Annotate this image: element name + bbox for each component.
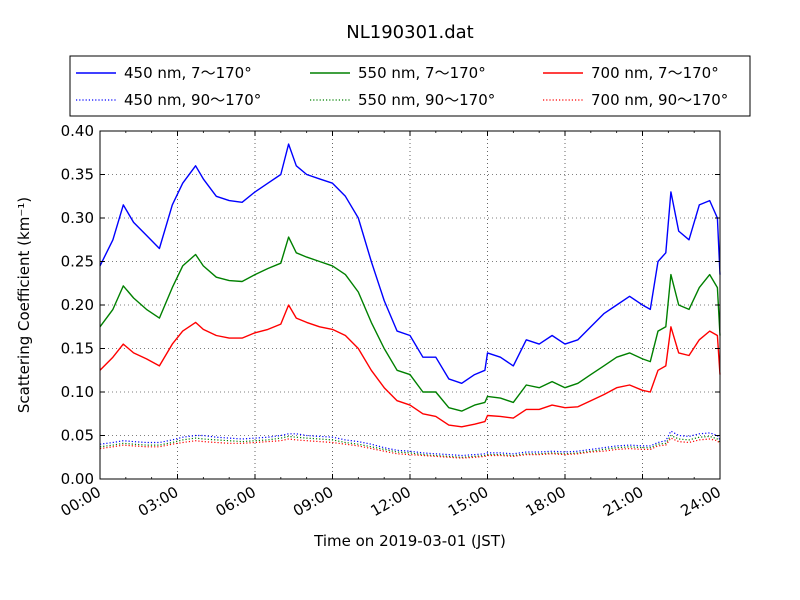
y-tick-label: 0.35 [61, 166, 94, 184]
ticks-layer [99, 130, 721, 480]
chart-title: NL190301.dat [346, 22, 473, 43]
legend-label-1: 450 nm, 90～170° [124, 91, 261, 109]
legend: 450 nm, 7～170° 550 nm, 7～170° 700 nm, 7～17… [69, 55, 751, 117]
x-axis-label: Time on 2019-03-01 (JST) [313, 532, 506, 550]
series-line-2 [99, 236, 721, 412]
legend-label-2: 550 nm, 7～170° [358, 64, 486, 82]
y-tick-label: 0.25 [61, 253, 94, 271]
y-axis-label: Scattering Coefficient (km⁻¹) [15, 197, 33, 413]
y-tick-label: 0.10 [61, 383, 94, 401]
series-line-1 [99, 430, 721, 457]
y-tick-label: 0.20 [61, 296, 94, 314]
y-tick-label: 0.30 [61, 209, 94, 227]
legend-box [69, 55, 751, 117]
legend-label-5: 700 nm, 90～170° [591, 91, 728, 109]
legend-label-4: 700 nm, 7～170° [591, 64, 719, 82]
series-line-5 [99, 437, 721, 459]
legend-label-3: 550 nm, 90～170° [358, 91, 495, 109]
y-tick-label: 0.15 [61, 340, 94, 358]
series-layer [99, 143, 721, 459]
y-tick-label: 0.00 [61, 470, 94, 488]
series-line-3 [99, 434, 721, 458]
y-tick-label: 0.05 [61, 427, 94, 445]
y-tick-labels: 0.00 0.05 0.10 0.15 0.20 0.25 0.30 0.35 0.40 [61, 122, 94, 488]
series-line-0 [99, 143, 721, 384]
legend-label-0: 450 nm, 7～170° [124, 64, 252, 82]
y-tick-label: 0.40 [61, 122, 94, 140]
series-line-4 [99, 304, 721, 428]
